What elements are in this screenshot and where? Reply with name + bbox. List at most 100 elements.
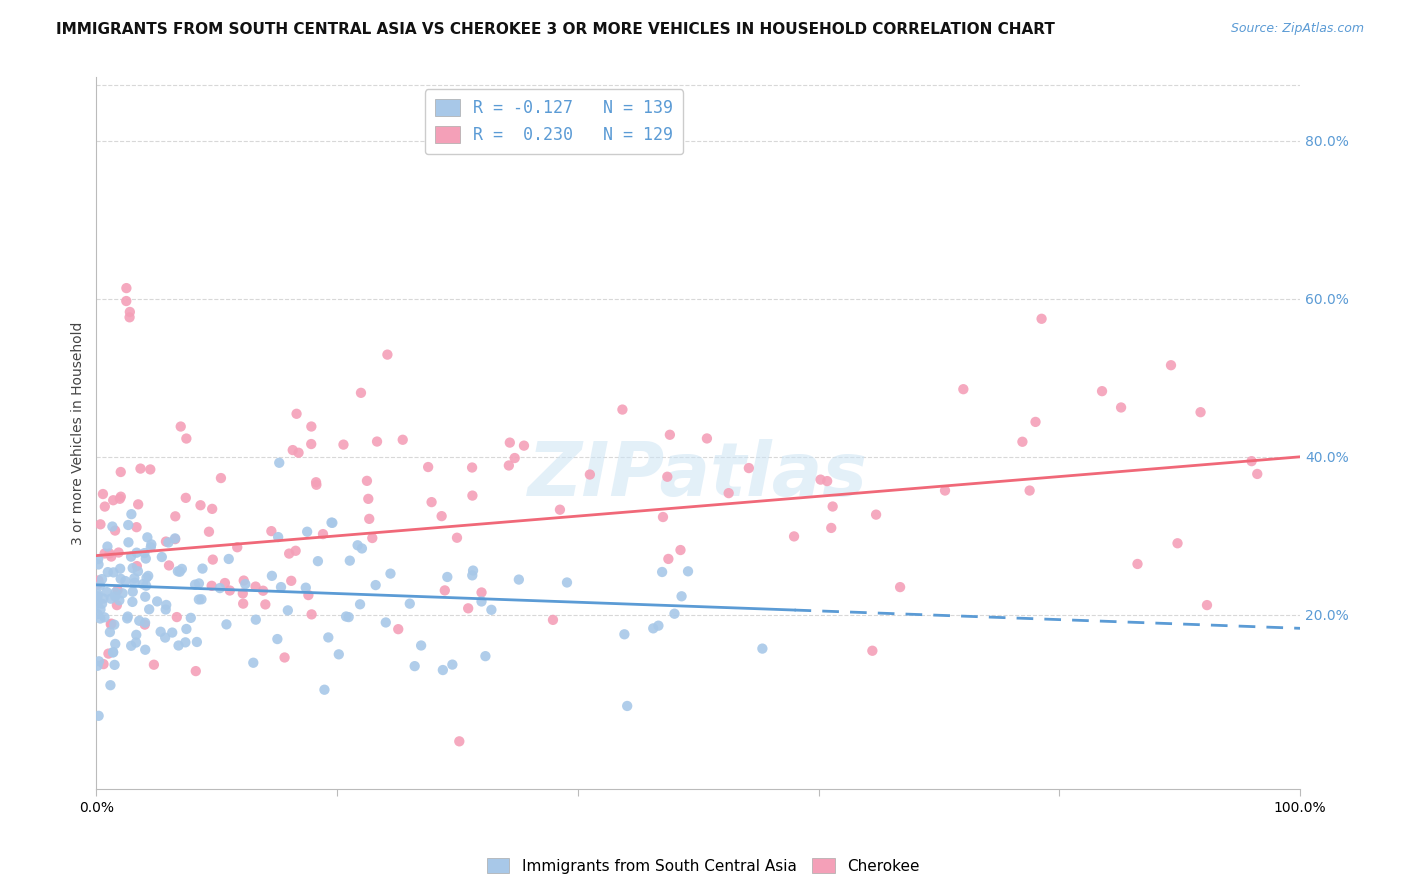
Point xyxy=(284,543,307,558)
Point xyxy=(266,632,288,646)
Point xyxy=(374,615,396,630)
Point xyxy=(167,639,190,653)
Point xyxy=(335,609,357,624)
Point xyxy=(107,583,129,598)
Point xyxy=(1246,467,1268,481)
Point xyxy=(783,529,806,543)
Point xyxy=(96,585,118,599)
Point xyxy=(128,614,150,628)
Point xyxy=(1240,454,1263,468)
Point xyxy=(125,559,148,574)
Point xyxy=(86,597,108,611)
Point xyxy=(86,587,108,601)
Point xyxy=(186,635,208,649)
Point xyxy=(115,293,138,308)
Point xyxy=(108,593,131,607)
Point xyxy=(357,491,380,506)
Point xyxy=(350,385,373,400)
Point xyxy=(420,495,443,509)
Point xyxy=(651,565,673,579)
Point xyxy=(190,498,212,512)
Point xyxy=(176,622,198,636)
Point xyxy=(470,585,492,599)
Point xyxy=(860,644,883,658)
Point xyxy=(187,576,209,591)
Point xyxy=(377,348,399,362)
Point xyxy=(87,558,110,572)
Point xyxy=(508,573,530,587)
Point xyxy=(108,562,131,576)
Point xyxy=(503,450,526,465)
Point xyxy=(104,590,127,604)
Point xyxy=(441,657,464,672)
Point xyxy=(100,549,122,564)
Point xyxy=(446,531,468,545)
Point xyxy=(676,564,699,578)
Point xyxy=(127,564,149,578)
Point xyxy=(398,597,420,611)
Point xyxy=(359,512,381,526)
Point xyxy=(350,541,373,556)
Point xyxy=(671,589,693,603)
Point xyxy=(1025,415,1047,429)
Point xyxy=(346,538,368,552)
Point xyxy=(87,574,110,588)
Point xyxy=(89,578,111,592)
Point xyxy=(299,437,322,451)
Point xyxy=(321,516,343,530)
Point xyxy=(242,656,264,670)
Point xyxy=(889,580,911,594)
Point xyxy=(149,624,172,639)
Point xyxy=(134,617,156,632)
Point xyxy=(117,518,139,533)
Point xyxy=(89,611,111,625)
Point xyxy=(153,631,176,645)
Point xyxy=(461,564,484,578)
Point xyxy=(118,305,141,319)
Point xyxy=(201,552,224,566)
Point xyxy=(865,508,887,522)
Point xyxy=(170,419,193,434)
Point xyxy=(643,621,665,635)
Point xyxy=(281,443,304,458)
Point xyxy=(155,534,177,549)
Point xyxy=(201,579,224,593)
Point xyxy=(208,581,231,595)
Point xyxy=(1189,405,1212,419)
Point xyxy=(169,565,191,579)
Point xyxy=(115,611,138,625)
Point xyxy=(103,617,125,632)
Point xyxy=(86,658,108,673)
Point xyxy=(170,562,193,576)
Point xyxy=(339,554,361,568)
Point xyxy=(267,530,290,544)
Point xyxy=(297,588,319,602)
Point xyxy=(142,657,165,672)
Point xyxy=(155,602,177,616)
Point xyxy=(433,583,456,598)
Point xyxy=(104,524,127,538)
Point xyxy=(934,483,956,498)
Point xyxy=(299,419,322,434)
Point xyxy=(1166,536,1188,550)
Point xyxy=(658,427,681,442)
Point xyxy=(717,486,740,500)
Point xyxy=(166,610,188,624)
Point xyxy=(100,678,122,692)
Point xyxy=(498,458,520,473)
Text: IMMIGRANTS FROM SOUTH CENTRAL ASIA VS CHEROKEE 3 OR MORE VEHICLES IN HOUSEHOLD C: IMMIGRANTS FROM SOUTH CENTRAL ASIA VS CH… xyxy=(56,22,1054,37)
Point xyxy=(1091,384,1114,399)
Point xyxy=(479,603,502,617)
Point xyxy=(474,649,496,664)
Point xyxy=(184,664,207,678)
Point xyxy=(91,597,114,611)
Point xyxy=(669,543,692,558)
Point xyxy=(215,617,238,632)
Point xyxy=(295,524,318,539)
Point xyxy=(97,647,120,661)
Point xyxy=(124,575,146,590)
Point xyxy=(110,490,132,504)
Point xyxy=(815,474,838,488)
Point xyxy=(361,531,384,545)
Point xyxy=(232,574,254,588)
